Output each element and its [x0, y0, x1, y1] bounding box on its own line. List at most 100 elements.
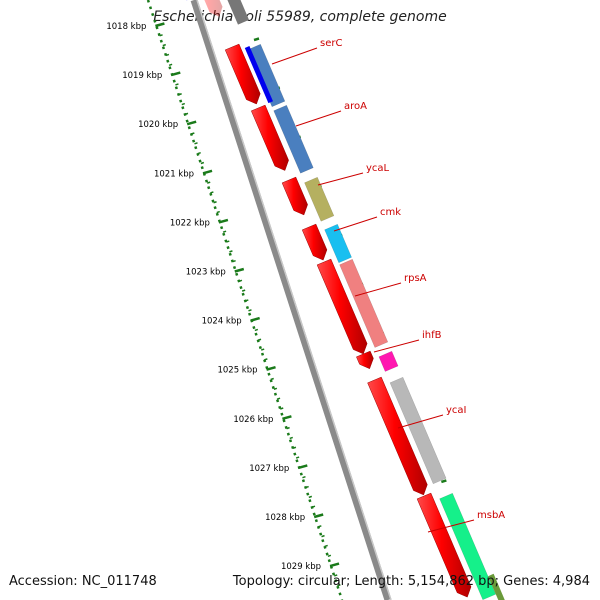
backbone	[190, 0, 392, 600]
ruler-major-tick	[313, 513, 324, 519]
ruler-minor-tick	[248, 309, 252, 312]
ruler-label: 1027 kbp	[249, 464, 289, 474]
ruler-minor-tick	[168, 63, 173, 66]
ruler-minor-tick	[321, 534, 325, 538]
ruler-minor-tick	[295, 456, 300, 459]
ruler-minor-tick	[210, 191, 214, 194]
feature-block	[389, 376, 447, 485]
ruler-label: 1028 kbp	[265, 513, 305, 523]
ruler-major-tick	[218, 218, 229, 224]
ruler: 1018 kbp 1019 kbp 1020 kbp 1021 kbp 1022 kbp…	[106, 0, 344, 600]
outer-tick	[441, 479, 447, 484]
backbone-ring	[190, 0, 392, 600]
label-leader	[271, 47, 318, 65]
accession-label: Accession: NC_011748	[9, 574, 157, 589]
ruler-major-tick	[170, 71, 181, 77]
ruler-minor-tick	[238, 279, 243, 283]
ruler-minor-tick	[308, 495, 313, 499]
ruler-label: 1026 kbp	[233, 415, 273, 425]
cds-arrow	[356, 350, 374, 370]
cds-arrow	[250, 104, 289, 171]
ruler-major-tick	[202, 169, 213, 175]
ruler-label: 1025 kbp	[217, 366, 257, 376]
ruler-minor-tick	[162, 43, 166, 47]
gene-label: aroA	[344, 101, 367, 112]
cds-track	[204, 0, 472, 598]
gene-label: ihfB	[422, 330, 442, 341]
ruler-minor-tick	[292, 446, 297, 449]
label-leader	[354, 282, 402, 297]
ruler-minor-tick	[324, 544, 328, 548]
ruler-minor-tick	[213, 201, 217, 204]
ruler-major-tick	[155, 22, 165, 28]
ruler-minor-tick	[191, 132, 195, 135]
ruler-minor-tick	[327, 554, 332, 557]
label-leader	[427, 519, 475, 533]
feature-block	[378, 350, 399, 372]
cds-arrow	[316, 258, 368, 355]
ruler-label: 1021 kbp	[154, 169, 194, 179]
ruler-minor-tick	[229, 250, 233, 253]
gene-label: serC	[320, 38, 342, 49]
ruler-minor-tick	[260, 348, 265, 351]
ruler-major-tick	[186, 120, 197, 126]
ruler-minor-tick	[305, 485, 309, 489]
ruler-minor-tick	[222, 230, 227, 233]
gene-label: ycaI	[446, 405, 467, 416]
ruler-minor-tick	[194, 142, 198, 145]
ruler-minor-tick	[333, 574, 338, 577]
feature-block-stripe	[244, 46, 273, 104]
ruler-label: 1022 kbp	[170, 218, 210, 228]
ruler-minor-tick	[178, 93, 182, 96]
ruler-major-tick	[329, 562, 340, 568]
ruler-label: 1023 kbp	[186, 268, 226, 278]
label-leader	[317, 172, 364, 186]
ruler-minor-tick	[245, 299, 249, 302]
cds-arrow-partial	[204, 0, 223, 17]
gene-labels: serC aroA ycaL cmk rpsA ihfB ycaI msbA	[271, 38, 505, 533]
gene-label: msbA	[477, 510, 505, 521]
ruler-label: 1018 kbp	[106, 22, 146, 32]
label-leader	[295, 110, 342, 127]
ruler-minor-tick	[216, 210, 220, 214]
feature-block	[273, 104, 314, 174]
ruler-minor-tick	[165, 53, 170, 57]
ruler-major-tick	[234, 267, 245, 273]
feature-track	[186, 0, 505, 600]
map-title: Escherichia coli 55989, complete genome	[153, 9, 447, 25]
ruler-label: 1020 kbp	[138, 120, 178, 130]
feature-block	[339, 258, 389, 348]
ruler-minor-tick	[159, 34, 163, 37]
ruler-major-tick	[266, 365, 276, 371]
cds-arrow	[367, 376, 428, 496]
ruler-minor-tick	[254, 328, 259, 332]
ruler-minor-tick	[318, 525, 322, 528]
cds-arrow	[281, 176, 308, 216]
ruler-minor-tick	[279, 407, 284, 410]
ruler-label: 1029 kbp	[281, 562, 321, 572]
ruler-minor-tick	[184, 112, 189, 116]
outer-tick	[253, 37, 260, 42]
cds-arrow	[301, 223, 328, 261]
ruler-major-tick	[282, 415, 292, 421]
ruler-label: 1019 kbp	[122, 71, 162, 81]
feature-block-partial	[227, 0, 249, 25]
ruler-minor-tick	[197, 151, 201, 155]
genome-summary: Topology: circular; Length: 5,154,862 bp…	[232, 574, 590, 589]
feature-block	[324, 223, 352, 264]
ruler-minor-tick	[264, 358, 268, 361]
ruler-minor-tick	[311, 505, 316, 508]
ruler-minor-tick	[257, 338, 262, 341]
ruler-minor-tick	[241, 289, 246, 292]
label-leader	[333, 216, 378, 232]
cds-arrow	[416, 492, 472, 598]
ruler-minor-tick	[302, 476, 306, 479]
ruler-minor-tick	[200, 161, 205, 165]
label-leader	[373, 339, 420, 353]
feature-block	[304, 176, 335, 222]
gene-label: cmk	[380, 207, 401, 218]
ruler-minor-tick	[181, 102, 186, 106]
ruler-major-tick	[250, 316, 260, 322]
ruler-minor-tick	[175, 83, 179, 86]
